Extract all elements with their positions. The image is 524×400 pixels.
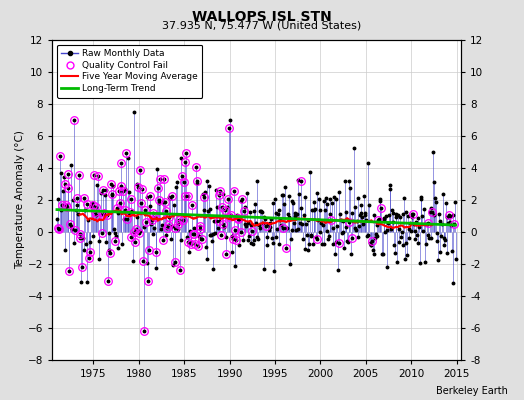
Y-axis label: Temperature Anomaly (°C): Temperature Anomaly (°C)	[15, 130, 25, 270]
Legend: Raw Monthly Data, Quality Control Fail, Five Year Moving Average, Long-Term Tren: Raw Monthly Data, Quality Control Fail, …	[57, 44, 202, 98]
Text: Berkeley Earth: Berkeley Earth	[436, 386, 508, 396]
Text: WALLOPS ISL STN: WALLOPS ISL STN	[192, 10, 332, 24]
Text: 37.935 N, 75.477 W (United States): 37.935 N, 75.477 W (United States)	[162, 21, 362, 31]
